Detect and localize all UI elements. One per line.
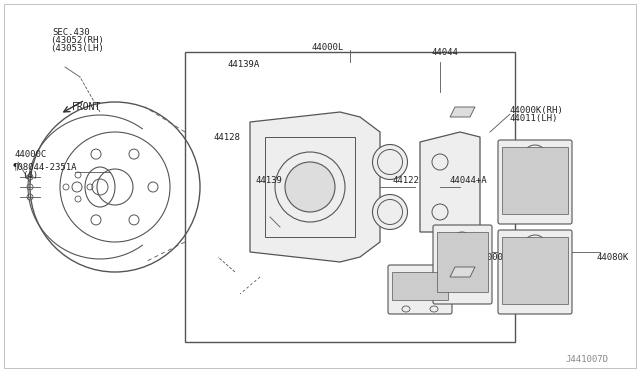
Text: 44139A: 44139A bbox=[228, 60, 260, 68]
Text: ¶08044-2351A: ¶08044-2351A bbox=[12, 163, 77, 171]
FancyBboxPatch shape bbox=[433, 225, 492, 304]
Bar bbox=[265, 137, 355, 237]
Text: (4): (4) bbox=[22, 170, 38, 180]
Bar bbox=[185, 52, 515, 342]
Text: 44122: 44122 bbox=[393, 176, 420, 185]
Polygon shape bbox=[392, 272, 448, 300]
FancyBboxPatch shape bbox=[498, 230, 572, 314]
Text: FRONT: FRONT bbox=[72, 102, 101, 112]
Text: 44000K: 44000K bbox=[477, 253, 509, 262]
Text: 44044: 44044 bbox=[432, 48, 459, 57]
Text: (43053(LH): (43053(LH) bbox=[50, 44, 104, 52]
Text: 44128: 44128 bbox=[213, 132, 240, 141]
Polygon shape bbox=[450, 267, 475, 277]
Text: 44044+A: 44044+A bbox=[450, 176, 488, 185]
Text: 44000C: 44000C bbox=[14, 150, 46, 158]
Polygon shape bbox=[450, 107, 475, 117]
Ellipse shape bbox=[372, 195, 408, 230]
Text: 44000K(RH): 44000K(RH) bbox=[510, 106, 564, 115]
Polygon shape bbox=[420, 132, 480, 232]
Polygon shape bbox=[502, 237, 568, 304]
Text: 44000L: 44000L bbox=[312, 42, 344, 51]
Ellipse shape bbox=[372, 144, 408, 180]
FancyBboxPatch shape bbox=[498, 140, 572, 224]
Text: 44011(LH): 44011(LH) bbox=[510, 113, 558, 122]
Text: SEC.430: SEC.430 bbox=[52, 28, 90, 36]
Text: 44139: 44139 bbox=[255, 176, 282, 185]
Polygon shape bbox=[437, 232, 488, 292]
FancyBboxPatch shape bbox=[388, 265, 452, 314]
Text: 44080K: 44080K bbox=[597, 253, 629, 262]
Text: (43052(RH): (43052(RH) bbox=[50, 35, 104, 45]
Polygon shape bbox=[250, 112, 380, 262]
Text: J441007D: J441007D bbox=[565, 356, 608, 365]
Polygon shape bbox=[502, 147, 568, 214]
Ellipse shape bbox=[285, 162, 335, 212]
